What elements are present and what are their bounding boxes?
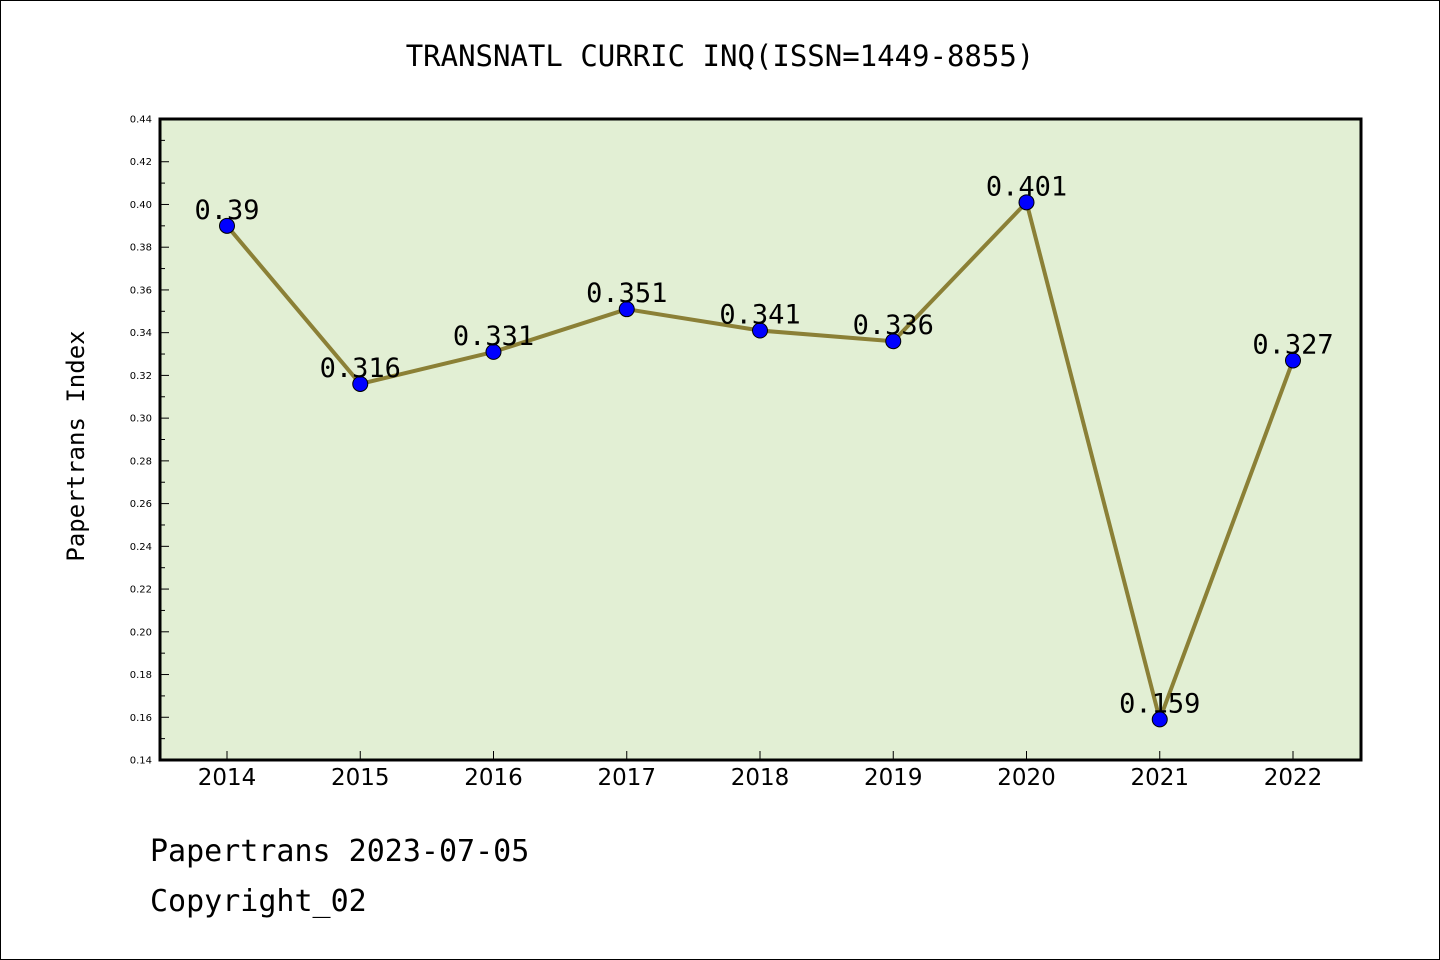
y-tick-label: 0.24 <box>130 542 152 553</box>
data-point-2016 <box>485 343 502 360</box>
y-axis-label: Papertrans Index <box>62 330 90 561</box>
data-label-2016: 0.331 <box>453 321 534 352</box>
x-axis-ticks: 2014 2015 2016 2017 2018 2019 2020 2021 2022 <box>198 751 1323 791</box>
data-label-2014: 0.39 <box>194 195 259 226</box>
x-tick-label: 2015 <box>331 765 390 791</box>
data-label-2017: 0.351 <box>586 278 667 309</box>
y-tick-label: 0.36 <box>130 285 152 296</box>
data-point-2020 <box>1018 194 1035 211</box>
x-tick-label: 2017 <box>597 765 656 791</box>
y-tick-label: 0.20 <box>130 627 152 638</box>
data-label-2019: 0.336 <box>853 310 934 341</box>
data-point-2014 <box>219 217 235 234</box>
y-tick-label: 0.18 <box>130 670 152 681</box>
data-labels: 0.39 0.316 0.331 0.351 0.341 0.336 0.401 0.159 0… <box>194 171 1333 719</box>
y-tick-label: 0.22 <box>130 585 152 596</box>
data-label-2021: 0.159 <box>1119 688 1200 719</box>
data-label-2022: 0.327 <box>1252 329 1333 360</box>
data-point-2019 <box>885 333 902 350</box>
x-tick-label: 2020 <box>997 765 1056 791</box>
y-tick-label: 0.14 <box>130 756 152 767</box>
y-tick-label: 0.34 <box>130 328 152 339</box>
x-tick-label: 2018 <box>731 765 790 791</box>
data-label-2015: 0.316 <box>320 353 401 384</box>
y-axis-ticks: 0.14 0.16 0.18 0.20 0.22 0.24 0.26 0.28 0.30 0.32… <box>130 115 169 767</box>
data-point-2015 <box>352 375 369 392</box>
data-point-2021 <box>1151 711 1168 728</box>
x-tick-label: 2019 <box>864 765 923 791</box>
plot-area <box>158 117 1363 762</box>
y-tick-label: 0.42 <box>130 157 152 168</box>
chart-title: TRANSNATL CURRIC INQ(ISSN=1449-8855) <box>406 39 1035 73</box>
y-tick-label: 0.26 <box>130 499 152 510</box>
y-tick-label: 0.38 <box>130 243 152 254</box>
data-label-2020: 0.401 <box>986 171 1067 202</box>
footer-copyright-text: Copyright_02 <box>150 884 367 919</box>
data-point-2022 <box>1285 352 1301 369</box>
y-tick-label: 0.44 <box>130 115 152 126</box>
y-tick-label: 0.28 <box>130 456 152 467</box>
data-point-2018 <box>752 322 768 339</box>
y-tick-label: 0.32 <box>130 371 152 382</box>
footer-date-text: Papertrans 2023-07-05 <box>150 834 530 869</box>
y-tick-label: 0.16 <box>130 713 152 724</box>
y-tick-label: 0.40 <box>130 200 152 211</box>
x-tick-label: 2014 <box>198 765 257 791</box>
y-tick-label: 0.30 <box>130 414 152 425</box>
x-tick-label: 2016 <box>464 765 523 791</box>
x-tick-label: 2021 <box>1130 765 1189 791</box>
data-point-2017 <box>618 301 635 318</box>
x-tick-label: 2022 <box>1264 765 1323 791</box>
data-points <box>219 194 1301 728</box>
data-label-2018: 0.341 <box>719 300 800 331</box>
